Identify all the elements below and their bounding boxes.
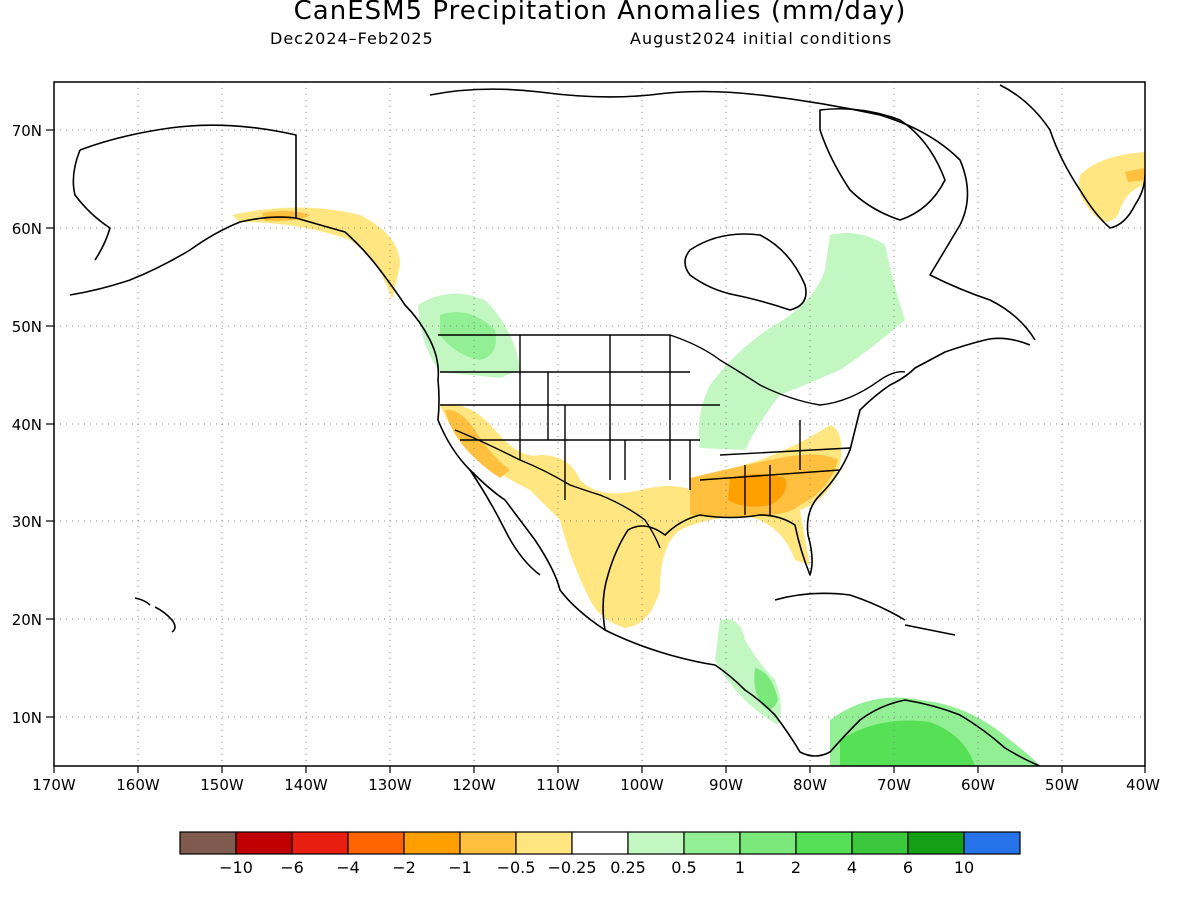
- coast-alaska: [79, 124, 1041, 766]
- wet-region-central-america-core: [754, 668, 778, 709]
- colorbar-label: −4: [336, 858, 360, 877]
- colorbar-swatch: [291, 831, 349, 855]
- lon-label: 40W: [1126, 776, 1160, 794]
- lon-label: 100W: [620, 776, 664, 794]
- colorbar-label: 4: [847, 858, 857, 877]
- coast-alaska-south: [69, 216, 297, 296]
- coastlines: [69, 84, 1145, 766]
- colorbar-label: −0.5: [497, 858, 536, 877]
- lon-label: 80W: [793, 776, 827, 794]
- colorbar-label: 10: [954, 858, 974, 877]
- colorbar-swatch: [403, 831, 461, 855]
- graticule: [54, 82, 1145, 766]
- colorbar-label: −1: [448, 858, 472, 877]
- anomaly-shading: [232, 152, 1145, 766]
- colorbar-swatch: [739, 831, 797, 855]
- lat-label: 70N: [12, 122, 42, 140]
- initial-conditions: August2024 initial conditions: [630, 29, 893, 48]
- lon-label: 110W: [536, 776, 580, 794]
- forecast-period: Dec2024–Feb2025: [270, 29, 434, 48]
- lon-label: 50W: [1045, 776, 1079, 794]
- coast-alaska-west: [72, 149, 111, 261]
- colorbar-labels: −10 −6 −4 −2 −1 −0.5 −0.25 0.25 0.5 1 2 4 6 10: [219, 858, 974, 877]
- colorbar-swatch: [627, 831, 685, 855]
- coast-cuba: [774, 592, 906, 621]
- border-states-row1: [440, 335, 690, 480]
- colorbar-swatch: [683, 831, 741, 855]
- wet-region-pacific-nw-core: [440, 312, 496, 360]
- border-us-canada: [438, 334, 906, 406]
- coast-hawaii: [134, 597, 176, 633]
- colorbar-swatch: [795, 831, 853, 855]
- colorbar-swatch: [907, 831, 965, 855]
- lat-label: 20N: [12, 611, 42, 629]
- lat-label: 50N: [12, 318, 42, 336]
- political-boundaries: [438, 334, 906, 549]
- coast-baja: [469, 469, 541, 576]
- border-states-east: [699, 420, 851, 515]
- colorbar-label: 0.25: [610, 858, 646, 877]
- lon-label: 120W: [452, 776, 496, 794]
- colorbar-swatch: [571, 831, 629, 855]
- colorbar-swatch: [235, 831, 293, 855]
- coast-hudson-bay: [684, 233, 807, 311]
- colorbar-swatch: [347, 831, 405, 855]
- colorbar-label: 2: [791, 858, 801, 877]
- map-title: CanESM5 Precipitation Anomalies (mm/day): [293, 0, 907, 26]
- lat-label: 30N: [12, 513, 42, 531]
- longitude-labels: 170W 160W 150W 140W 130W 120W 110W 100W …: [32, 776, 1160, 794]
- dry-region-alaska: [232, 207, 400, 300]
- border-states-row2: [440, 404, 720, 500]
- lon-label: 90W: [709, 776, 743, 794]
- wet-region-south-america-core: [840, 720, 975, 766]
- latitude-labels: 70N 60N 50N 40N 30N 20N 10N: [12, 122, 42, 727]
- colorbar-swatch: [179, 831, 237, 855]
- lon-label: 130W: [368, 776, 412, 794]
- colorbar-label: 1: [735, 858, 745, 877]
- colorbar-swatch: [515, 831, 573, 855]
- colorbar-label: 6: [903, 858, 913, 877]
- colorbar: [179, 831, 1021, 855]
- lon-label: 70W: [877, 776, 911, 794]
- border-us-mexico: [454, 429, 661, 549]
- dry-region-california: [445, 409, 510, 478]
- lon-label: 160W: [116, 776, 160, 794]
- lat-label: 10N: [12, 709, 42, 727]
- coast-baffin: [819, 107, 946, 221]
- dry-region-greenland: [1078, 152, 1145, 222]
- lon-label: 170W: [32, 776, 76, 794]
- lon-label: 140W: [284, 776, 328, 794]
- colorbar-swatch: [851, 831, 909, 855]
- colorbar-label: −6: [280, 858, 304, 877]
- lon-label: 60W: [961, 776, 995, 794]
- wet-region-eastern-canada: [698, 232, 905, 450]
- lat-label: 60N: [12, 220, 42, 238]
- coast-greenland: [999, 84, 1145, 229]
- coast-hispaniola: [904, 624, 956, 636]
- coast-gulf: [602, 337, 1031, 631]
- coast-arctic-islands: [429, 88, 1036, 341]
- axis-ticks: [46, 129, 1146, 773]
- colorbar-swatch: [459, 831, 517, 855]
- lon-label: 150W: [200, 776, 244, 794]
- colorbar-label: −0.25: [547, 858, 596, 877]
- colorbar-swatch: [963, 831, 1021, 855]
- dry-region-greenland-core: [1125, 168, 1145, 182]
- lat-label: 40N: [12, 416, 42, 434]
- colorbar-label: −2: [392, 858, 416, 877]
- dry-region-southeast-core: [728, 474, 786, 507]
- colorbar-label: 0.5: [671, 858, 696, 877]
- colorbar-label: −10: [219, 858, 253, 877]
- map-frame: [53, 81, 1146, 767]
